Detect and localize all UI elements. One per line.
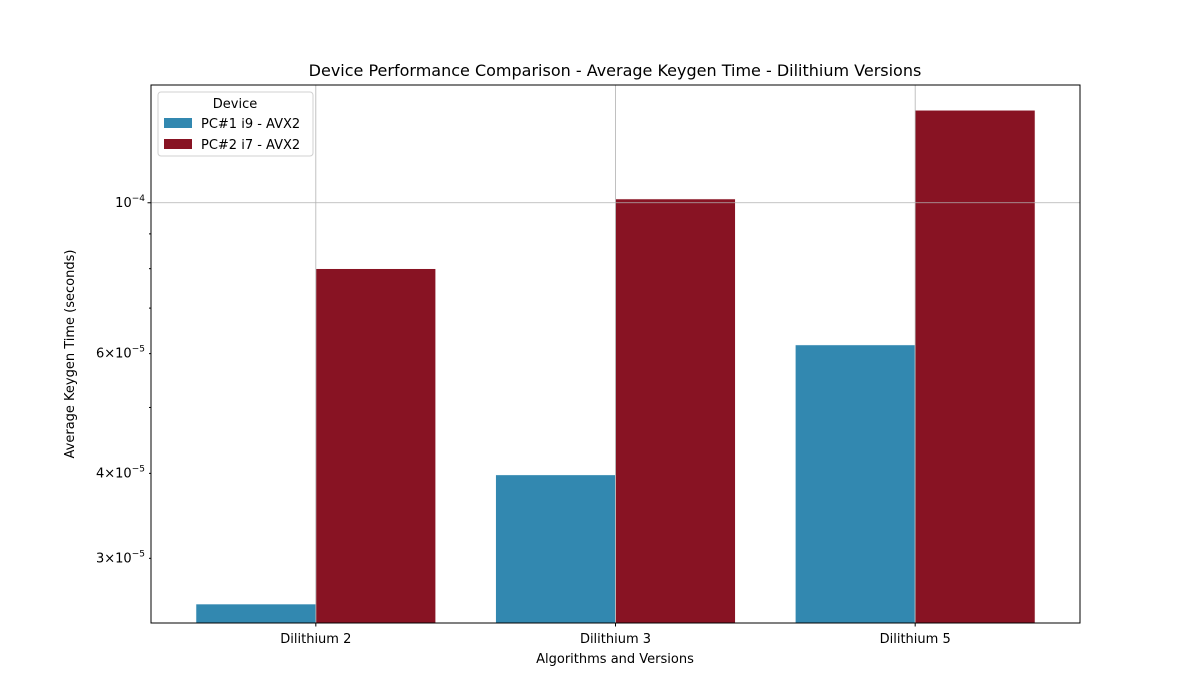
legend-box bbox=[157, 91, 314, 157]
bar-2-dilithium-2 bbox=[315, 268, 436, 624]
y-axis: 10−4 3×10−5 4×10−5 6×10−5 bbox=[96, 194, 151, 566]
bar-1-dilithium-5 bbox=[795, 344, 916, 624]
gridlines bbox=[151, 85, 1080, 623]
x-tick-label: Dilithium 2 bbox=[280, 632, 351, 647]
bar-1-dilithium-2 bbox=[195, 603, 317, 624]
chart-title: Device Performance Comparison - Average … bbox=[309, 61, 922, 80]
x-axis-label: Algorithms and Versions bbox=[536, 652, 694, 667]
y-axis-label: Average Keygen Time (seconds) bbox=[63, 250, 78, 459]
bar-1-dilithium-3 bbox=[495, 474, 616, 624]
legend-entry: PC#1 i9 - AVX2 bbox=[201, 117, 300, 132]
y-tick-label: 10−4 bbox=[115, 194, 145, 211]
legend-entry: PC#2 i7 - AVX2 bbox=[201, 138, 300, 153]
x-tick-label: Dilithium 5 bbox=[880, 632, 951, 647]
legend-swatch bbox=[164, 118, 192, 128]
bar-2-dilithium-3 bbox=[615, 198, 736, 624]
y-tick-label: 3×10−5 bbox=[96, 549, 145, 566]
legend-title: Device bbox=[213, 97, 257, 112]
y-tick-label: 4×10−5 bbox=[96, 464, 145, 481]
bar-2-dilithium-5 bbox=[914, 109, 1036, 624]
x-axis: Dilithium 2 Dilithium 3 Dilithium 5 bbox=[280, 623, 951, 647]
bars bbox=[195, 109, 1036, 624]
y-tick-label: 6×10−5 bbox=[96, 345, 145, 362]
legend: Device PC#1 i9 - AVX2 PC#2 i7 - AVX2 bbox=[157, 91, 314, 157]
x-tick-label: Dilithium 3 bbox=[580, 632, 651, 647]
legend-swatch bbox=[164, 139, 192, 149]
